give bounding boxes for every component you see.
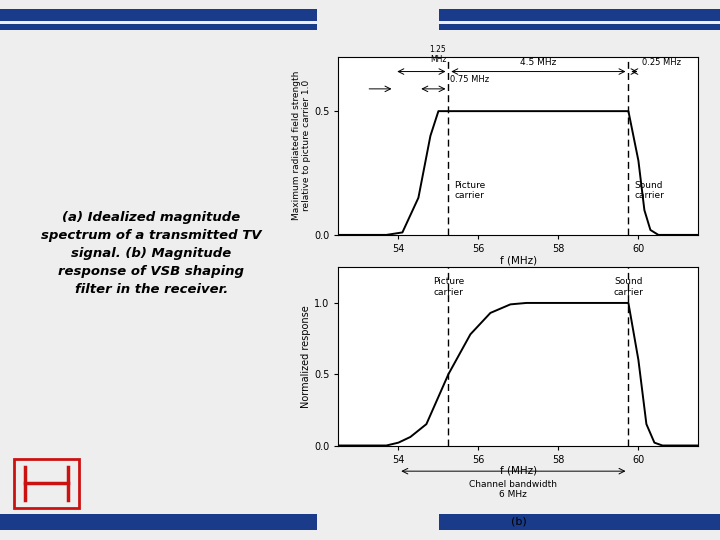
Text: Sound
carrier: Sound carrier bbox=[613, 277, 644, 296]
Text: 0.25 MHz: 0.25 MHz bbox=[642, 58, 681, 66]
Text: Sound
carrier: Sound carrier bbox=[634, 181, 665, 200]
Text: (a): (a) bbox=[510, 267, 526, 277]
Y-axis label: Normalized response: Normalized response bbox=[301, 305, 311, 408]
Text: Channel bandwidth
6 MHz: Channel bandwidth 6 MHz bbox=[469, 480, 557, 499]
Text: (b): (b) bbox=[510, 517, 526, 527]
Text: 1.25
MHz: 1.25 MHz bbox=[430, 45, 446, 64]
Text: Picture
carrier: Picture carrier bbox=[433, 277, 464, 296]
Text: 4.5 MHz: 4.5 MHz bbox=[521, 58, 557, 66]
Text: 0.75 MHz: 0.75 MHz bbox=[451, 75, 490, 84]
Y-axis label: Maximum radiated field strength
relative to picture carrier 1.0: Maximum radiated field strength relative… bbox=[292, 71, 311, 220]
X-axis label: f (MHz): f (MHz) bbox=[500, 466, 537, 476]
Text: Picture
carrier: Picture carrier bbox=[454, 181, 486, 200]
X-axis label: f (MHz): f (MHz) bbox=[500, 255, 537, 265]
Text: (a) Idealized magnitude
spectrum of a transmitted TV
signal. (b) Magnitude
respo: (a) Idealized magnitude spectrum of a tr… bbox=[41, 211, 261, 296]
